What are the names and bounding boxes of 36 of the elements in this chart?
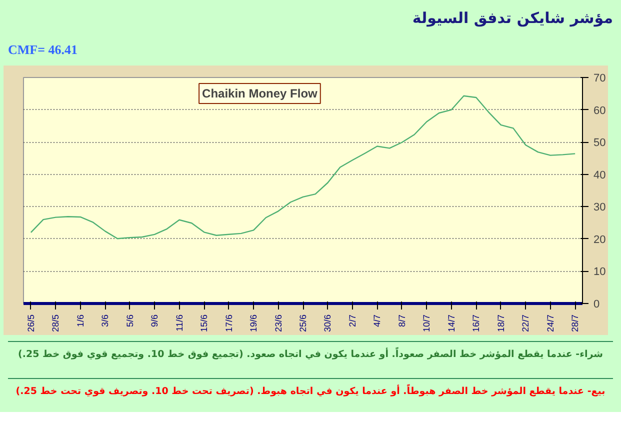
chart-subtitle: CMF= 46.41 [8,41,78,59]
x-tick-label: 11/6 [174,314,184,332]
x-tick-label: 23/6 [273,314,284,332]
y-tick-label: 10 [594,266,606,278]
x-tick-label: 16/7 [471,314,482,332]
x-tick-label: 8/7 [396,314,407,328]
y-tick-label: 40 [594,169,606,182]
y-tick-label: 60 [594,104,606,117]
chart-title: مؤشر شايكن تدفق السيولة [412,8,613,29]
x-tick-label: 14/7 [446,314,456,332]
y-tick-label: 30 [594,202,606,214]
text: بيع- عندما يقطع المؤشر خط الصفر هبوطاً. أو عندما يكون في اتجاه هبوط. (تصريف تحت خط 10. وتصريف قوي تحت خط 25.) [16,383,606,399]
x-tick-label: 17/6 [224,314,234,332]
x-tick-label: 26/5 [26,314,36,332]
x-tick-label: 30/6 [322,314,333,332]
x-tick-label: 28/7 [570,314,580,332]
text: شراء- عندما يقطع المؤشر خط الصفر صعوداً. أو عندما يكون في اتجاه صعود. (تجميع فوق خط 10. وتجميع قوي فوق خط 25.) [18,346,603,362]
x-tick-label: 3/6 [100,314,110,328]
x-tick-label: 15/6 [199,314,210,332]
x-tick-label: 18/7 [496,314,506,332]
y-tick-label: 50 [594,137,606,150]
x-tick-label: 10/7 [422,314,432,332]
x-tick-label: 19/6 [248,314,259,332]
y-tick-label: 70 [594,72,606,84]
x-tick-label: 22/7 [520,314,531,332]
y-tick-label: 20 [594,234,606,246]
x-tick-label: 9/6 [150,314,160,328]
annotation: Chaikin Money Flow [202,86,318,100]
y-tick-label: 0 [594,298,600,310]
x-tick-label: 24/7 [545,314,556,332]
x-tick-label: 28/5 [50,314,61,332]
x-tick-label: 5/6 [124,314,135,328]
x-tick-label: 4/7 [372,314,382,328]
x-tick-label: 1/6 [75,314,86,328]
x-tick-label: 2/7 [347,314,358,328]
x-tick-label: 25/6 [298,314,308,332]
